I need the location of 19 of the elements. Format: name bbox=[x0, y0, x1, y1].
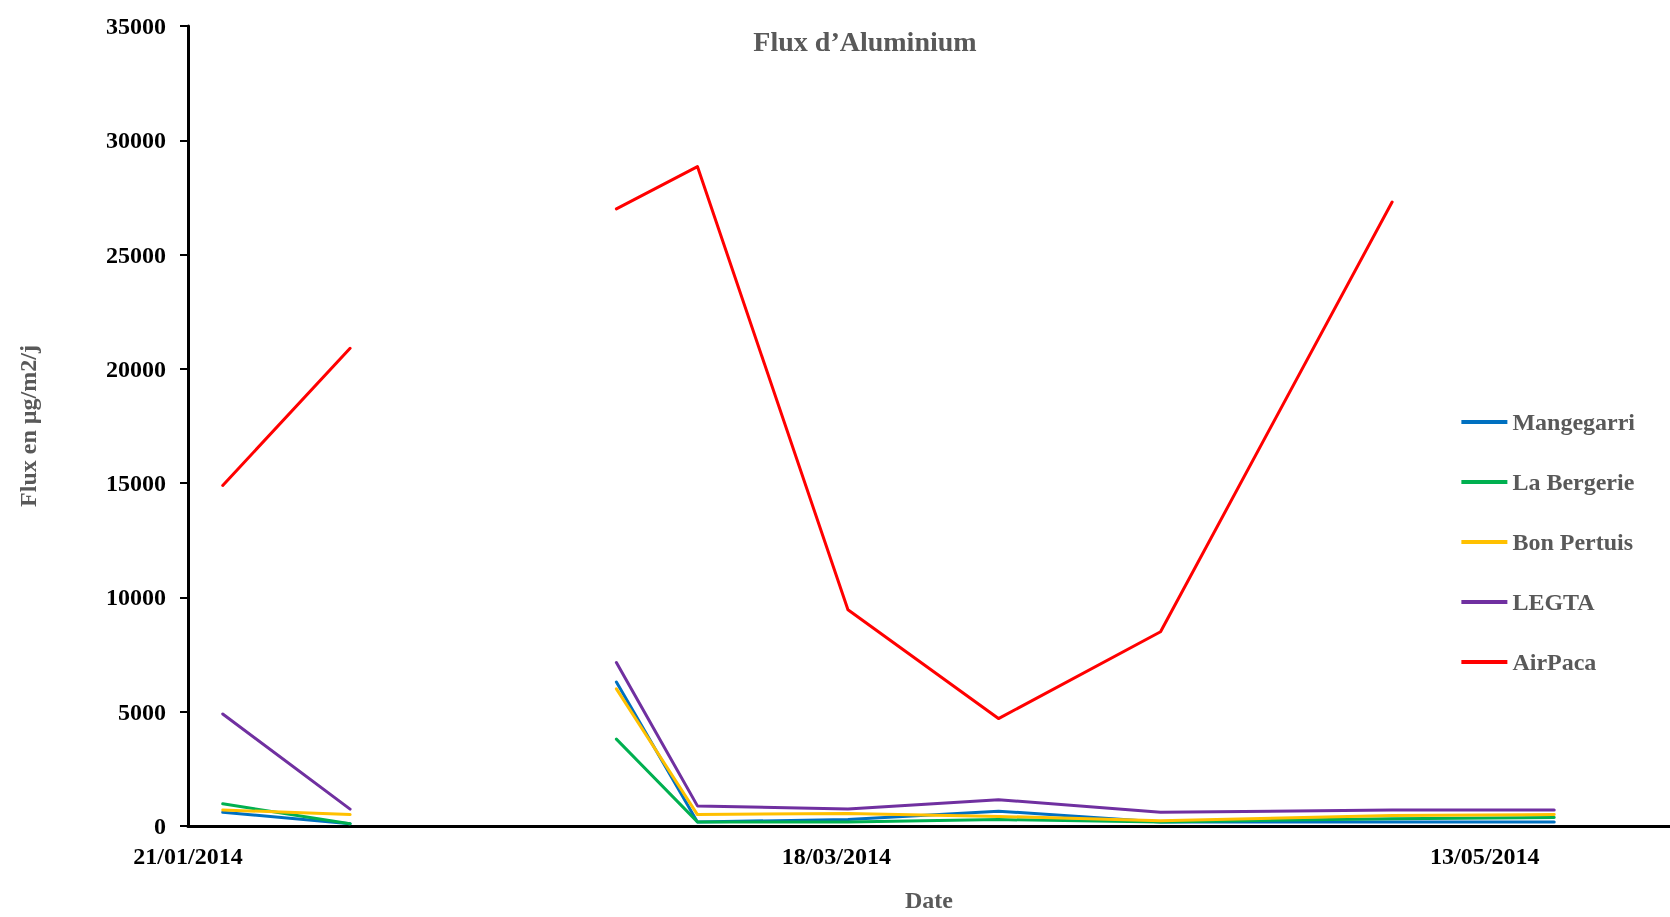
y-tick-label: 25000 bbox=[106, 241, 166, 268]
legend-label: LEGTA bbox=[1512, 589, 1596, 615]
y-tick-label: 0 bbox=[154, 813, 166, 839]
x-axis-title: Date bbox=[905, 887, 954, 913]
legend-label: AirPaca bbox=[1512, 649, 1597, 675]
x-tick-label: 18/03/2014 bbox=[781, 843, 892, 869]
y-tick-label: 20000 bbox=[106, 355, 166, 382]
y-tick-label: 5000 bbox=[118, 698, 166, 725]
y-tick-label: 15000 bbox=[106, 470, 166, 497]
legend-label: La Bergerie bbox=[1512, 469, 1635, 495]
y-axis-title: Flux en µg/m2/j bbox=[15, 345, 41, 507]
legend-label: Bon Pertuis bbox=[1512, 529, 1634, 555]
y-tick-label: 10000 bbox=[106, 584, 166, 611]
y-tick-label: 30000 bbox=[106, 127, 166, 154]
y-tick-label: 35000 bbox=[106, 13, 166, 39]
x-tick-label: 21/01/2014 bbox=[133, 843, 243, 869]
legend-label: Mangegarri bbox=[1512, 409, 1636, 435]
chart-title: Flux d’Aluminium bbox=[753, 25, 977, 57]
x-tick-label: 13/05/2014 bbox=[1430, 843, 1540, 869]
